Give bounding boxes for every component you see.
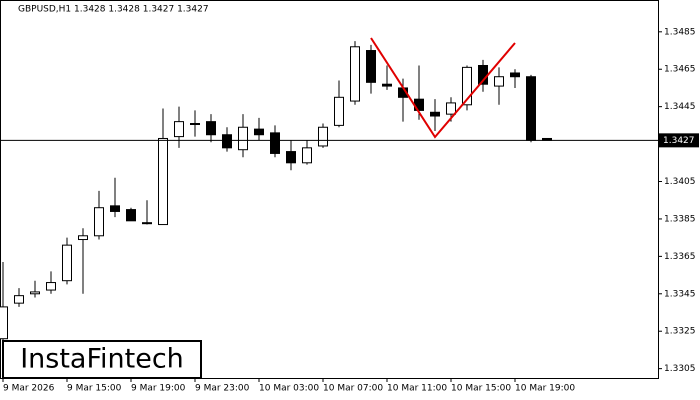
y-tick-label: 1.3385 xyxy=(664,214,696,224)
candle-body xyxy=(270,132,280,154)
candle-body xyxy=(254,128,264,136)
x-tick-label: 10 Mar 19:00 xyxy=(515,384,575,394)
y-tick-label: 1.3325 xyxy=(664,327,696,337)
candle-body xyxy=(14,295,24,304)
plot-frame xyxy=(0,0,659,379)
y-tick-label: 1.3365 xyxy=(664,252,696,262)
y-tick-label: 1.3405 xyxy=(664,177,696,187)
candle-body xyxy=(62,244,72,282)
candle-body xyxy=(206,121,216,136)
x-tick-label: 9 Mar 2026 xyxy=(3,384,55,394)
candle-body xyxy=(366,50,376,83)
candle-body xyxy=(110,205,120,212)
candle-body xyxy=(78,235,88,241)
candle-body xyxy=(526,76,536,141)
y-tick-label: 1.3445 xyxy=(664,102,696,112)
candle-body xyxy=(462,66,472,106)
candle-body xyxy=(30,291,40,295)
x-tick-label: 10 Mar 15:00 xyxy=(451,384,511,394)
x-tick-label: 9 Mar 23:00 xyxy=(195,384,250,394)
candle-body xyxy=(494,76,504,87)
candle-body xyxy=(158,137,168,226)
x-tick-label: 10 Mar 11:00 xyxy=(387,384,447,394)
candle-body xyxy=(430,111,440,117)
candle-body xyxy=(94,207,104,237)
x-tick-label: 10 Mar 03:00 xyxy=(259,384,319,394)
candle-body xyxy=(222,134,232,149)
y-tick-label: 1.3485 xyxy=(664,27,696,37)
candle-body xyxy=(302,147,312,164)
x-tick-label: 9 Mar 15:00 xyxy=(67,384,122,394)
candle-body xyxy=(382,83,392,87)
watermark-box xyxy=(2,340,202,379)
candle-body xyxy=(238,126,248,151)
current-price-label: 1.3427 xyxy=(663,136,695,146)
candle-body xyxy=(318,126,328,147)
candle-body xyxy=(334,96,344,126)
candle-body xyxy=(126,209,136,222)
x-tick-label: 9 Mar 19:00 xyxy=(131,384,186,394)
candle-body xyxy=(46,282,56,291)
candle-body xyxy=(510,72,520,78)
watermark: InstaFintech xyxy=(20,344,184,375)
candle-body xyxy=(190,123,200,126)
current-price-box xyxy=(659,133,699,148)
y-tick-label: 1.3345 xyxy=(664,289,696,299)
chart-title: GBPUSD,H1 1.3428 1.3428 1.3427 1.3427 xyxy=(18,5,209,15)
y-tick-label: 1.3465 xyxy=(664,65,696,75)
candle-body xyxy=(142,222,152,225)
candle-body xyxy=(286,151,296,164)
candle-body xyxy=(174,121,184,138)
candle-body xyxy=(446,102,456,115)
x-tick-label: 10 Mar 07:00 xyxy=(323,384,383,394)
marks xyxy=(0,41,552,345)
candle-body xyxy=(350,46,360,102)
pattern-line xyxy=(370,37,516,139)
candle-body xyxy=(0,306,8,340)
y-tick-label: 1.3305 xyxy=(664,364,696,374)
